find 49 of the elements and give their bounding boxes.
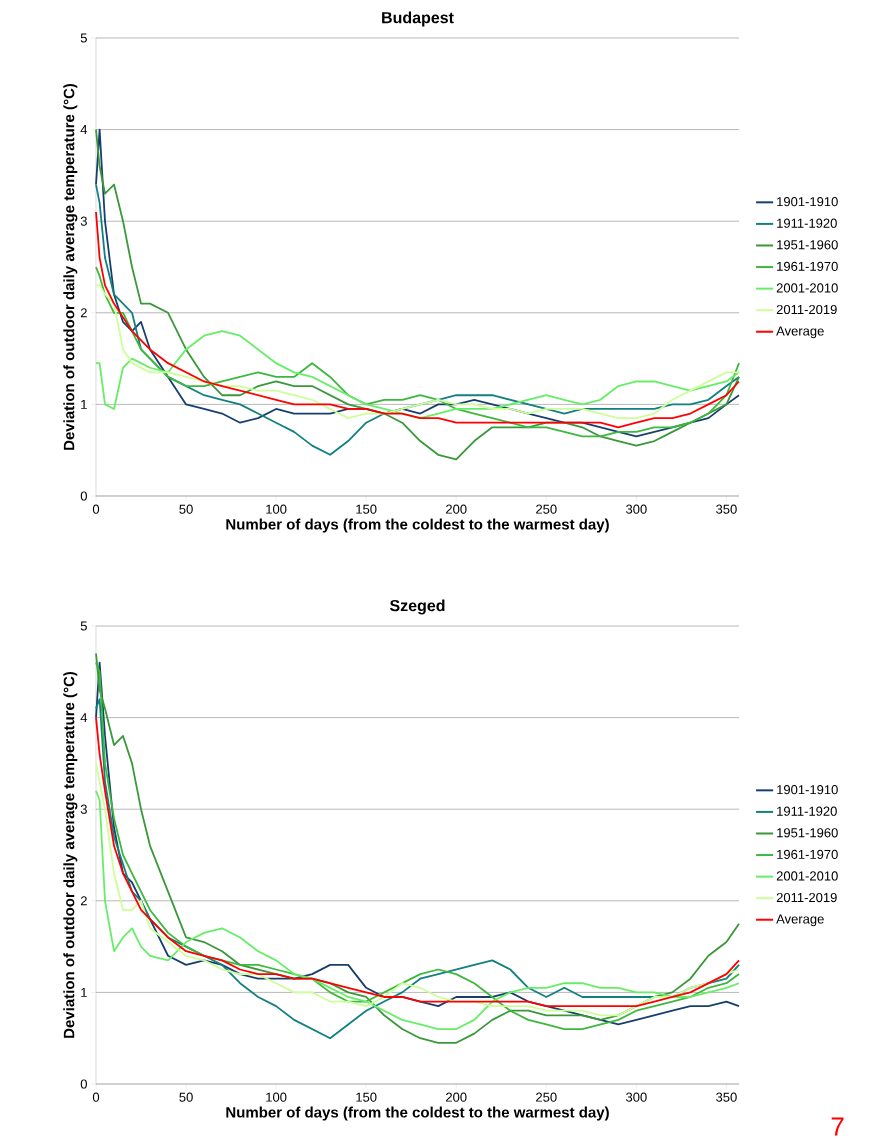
legend-label: Average <box>776 326 824 339</box>
x-tick-label: 100 <box>266 1092 287 1102</box>
legend-label: 1961-1970 <box>777 261 838 271</box>
x-tick-label: 200 <box>446 1092 467 1102</box>
y-tick-label: 4 <box>80 125 88 135</box>
y-axis-title: Deviation of outdoor daily average temperature (°C) <box>63 83 78 450</box>
legend-label: 2011-2019 <box>776 304 837 315</box>
legend-label: 2011-2019 <box>776 892 837 903</box>
x-axis-title: Number of days (from the coldest to the warmest day) <box>226 1106 609 1121</box>
text: 7 <box>831 1117 844 1136</box>
y-tick-label: 1 <box>81 399 87 409</box>
legend-label: 1911-1920 <box>777 806 837 816</box>
x-tick-label: 350 <box>716 504 737 514</box>
y-tick-label: 0 <box>80 1079 87 1089</box>
y-tick-label: 1 <box>81 987 87 997</box>
y-tick-label: 0 <box>80 491 87 501</box>
x-tick-label: 250 <box>536 1092 557 1102</box>
legend-label: 2001-2010 <box>776 871 838 881</box>
y-tick-label: 3 <box>80 216 87 226</box>
x-tick-label: 300 <box>626 1092 647 1102</box>
chart-title: Szeged <box>389 599 445 615</box>
x-tick-label: 50 <box>179 1092 193 1102</box>
legend-label: 2001-2010 <box>776 283 838 293</box>
x-axis-title: Number of days (from the coldest to the warmest day) <box>226 518 609 533</box>
x-tick-label: 250 <box>536 504 557 514</box>
legend-label: 1951-1960 <box>777 240 838 250</box>
x-tick-label: 0 <box>92 504 100 514</box>
y-tick-label: 5 <box>80 33 87 43</box>
x-tick-label: 200 <box>446 504 467 514</box>
legend-label: 1911-1920 <box>777 218 837 228</box>
legend-label: Average <box>776 914 824 927</box>
y-tick-label: 2 <box>80 896 87 906</box>
y-tick-label: 2 <box>80 308 87 318</box>
x-tick-label: 150 <box>356 1092 377 1102</box>
legend-label: 1901-1910 <box>777 197 838 207</box>
y-axis-title: Deviation of outdoor daily average temperature (°C) <box>63 671 78 1038</box>
x-tick-label: 150 <box>356 504 377 514</box>
chart-title: Budapest <box>382 11 454 27</box>
y-tick-label: 5 <box>80 621 87 631</box>
x-tick-label: 50 <box>179 504 193 514</box>
legend-label: 1901-1910 <box>777 785 838 795</box>
x-tick-label: 0 <box>92 1092 100 1102</box>
y-tick-label: 3 <box>80 804 87 814</box>
y-tick-label: 4 <box>80 713 88 723</box>
x-tick-label: 100 <box>266 504 287 514</box>
x-tick-label: 350 <box>716 1092 737 1102</box>
legend-label: 1951-1960 <box>777 828 838 838</box>
legend-label: 1961-1970 <box>777 849 838 859</box>
x-tick-label: 300 <box>626 504 647 514</box>
